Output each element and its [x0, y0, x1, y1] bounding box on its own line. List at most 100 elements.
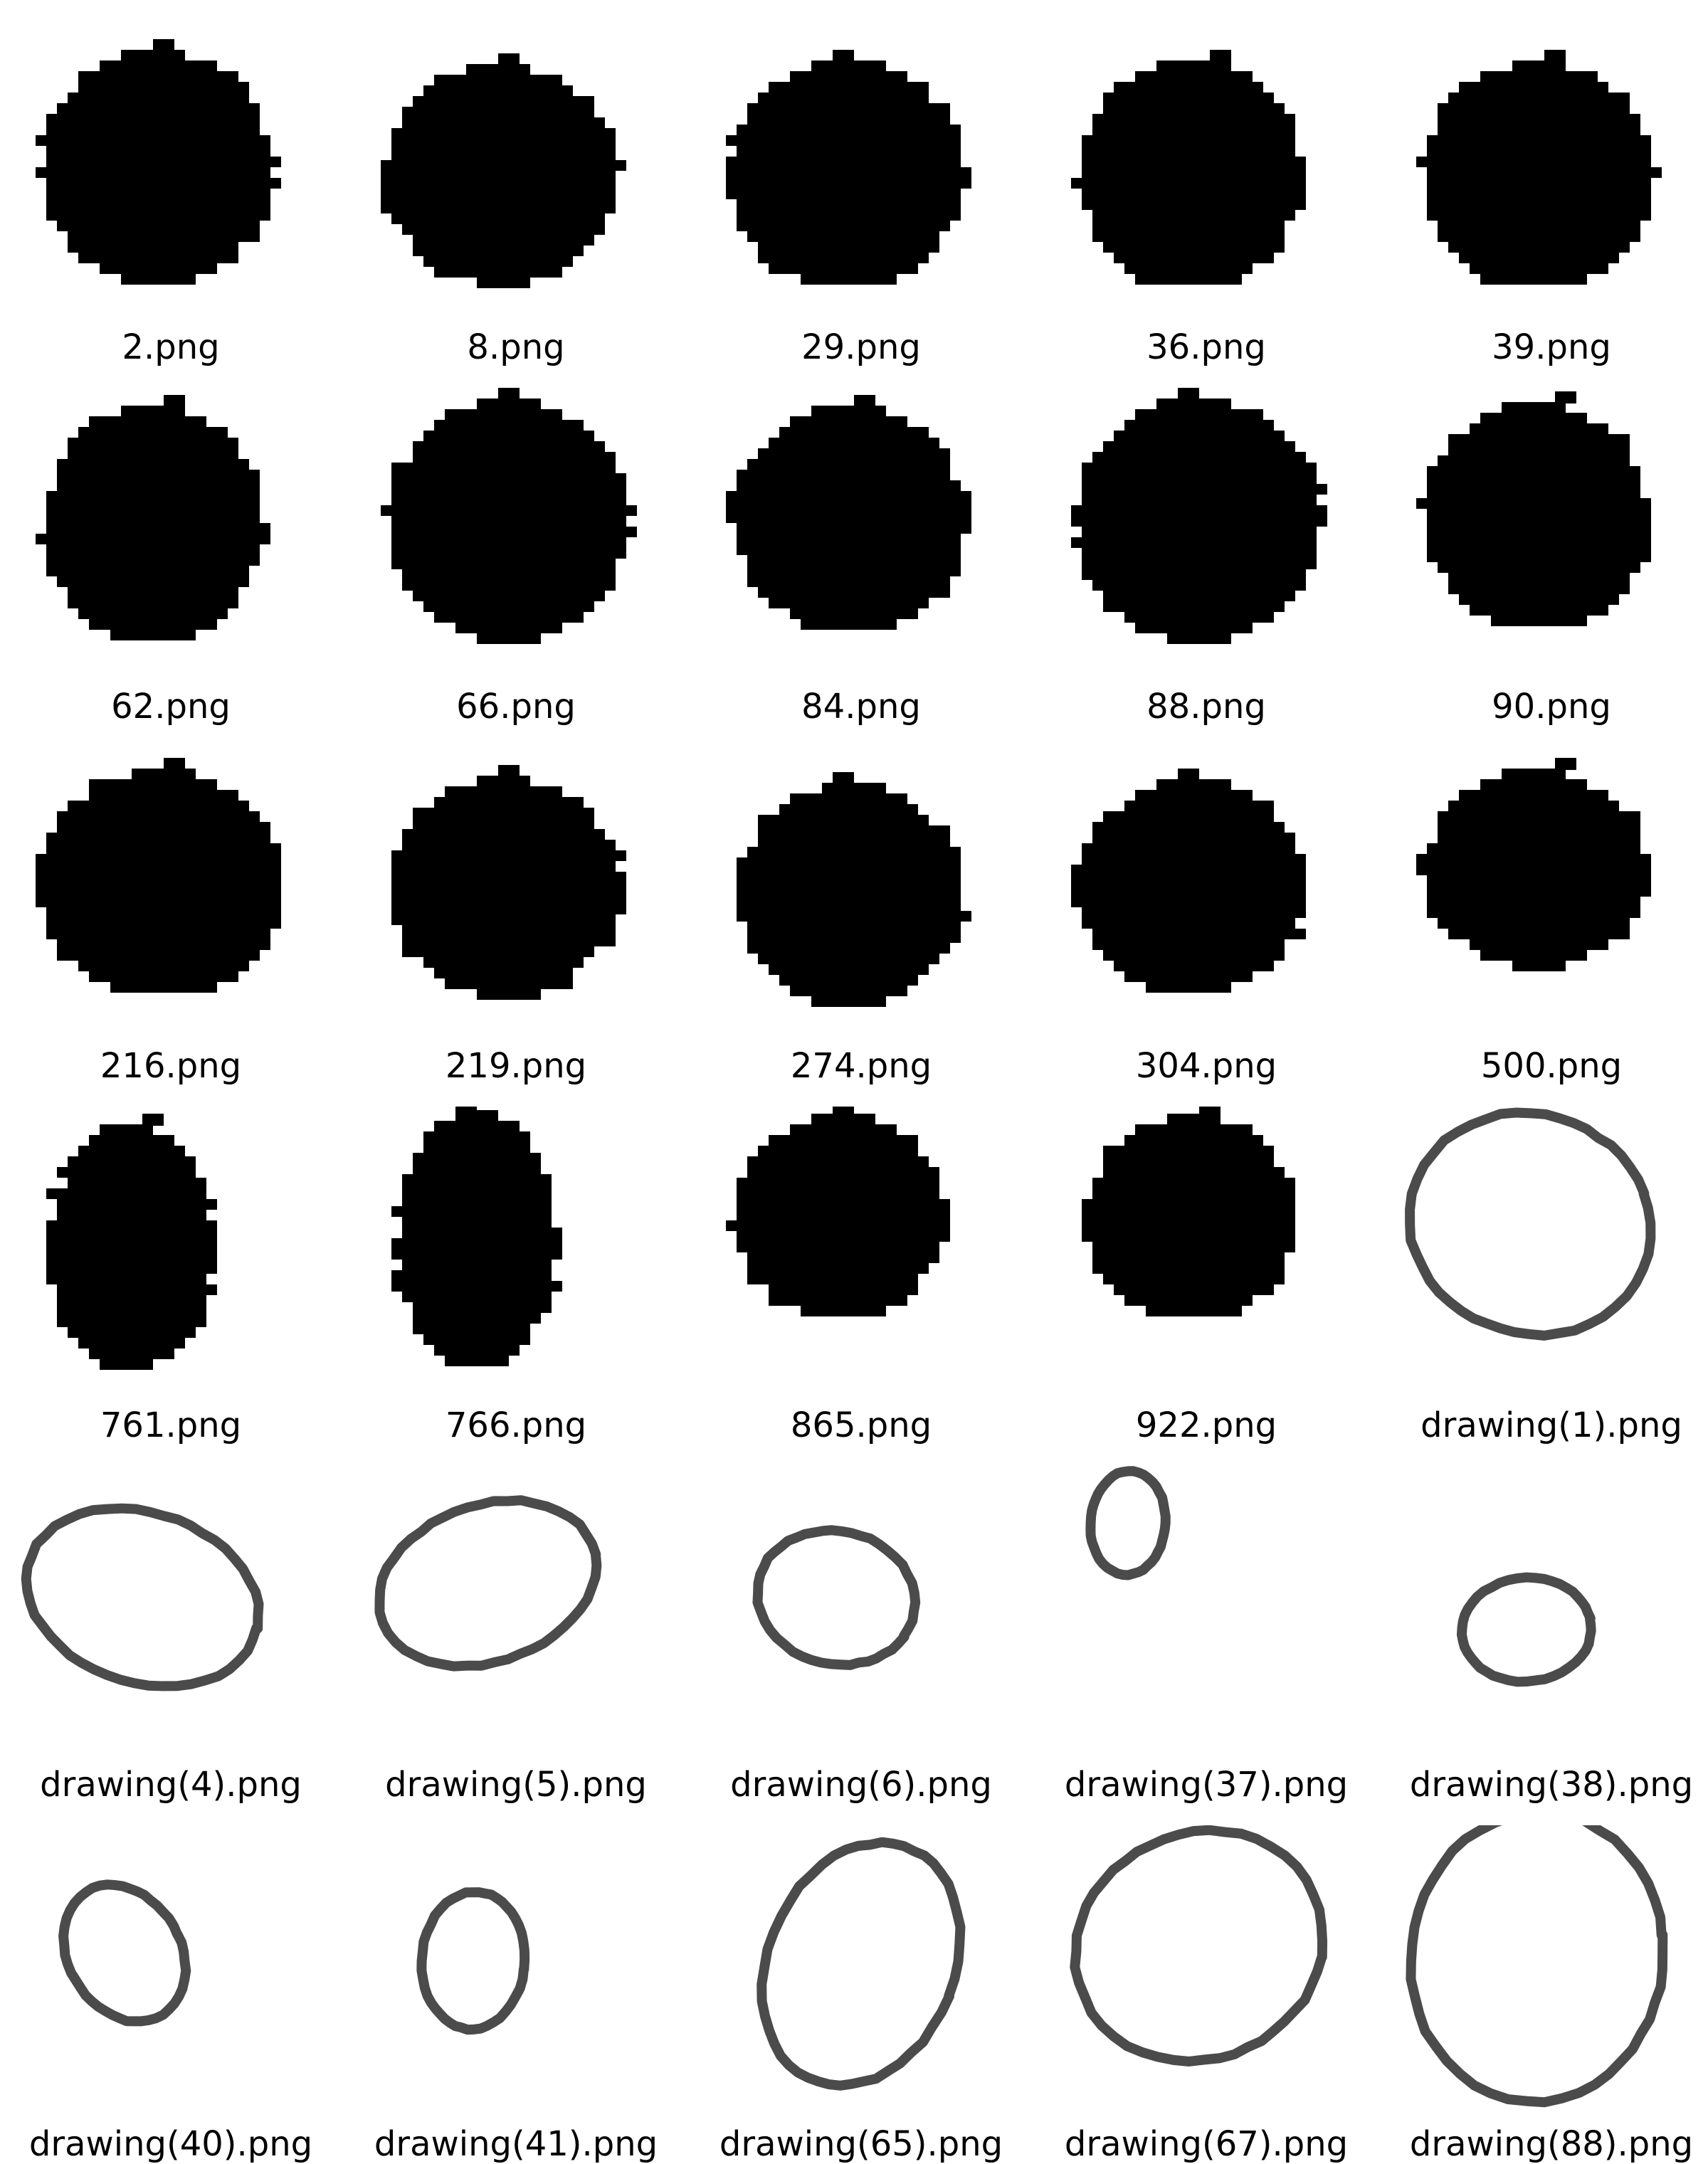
file-name-label: drawing(65).png	[719, 2124, 1003, 2164]
drawn-outline	[21, 1503, 264, 1691]
thumbnail-image[interactable]	[359, 1466, 673, 1751]
thumbnail-image[interactable]	[359, 388, 673, 672]
circle-drawing-image	[416, 1887, 530, 2035]
thumbnail-image[interactable]	[1395, 28, 1708, 313]
thumbnail-item[interactable]: 766.png	[359, 1107, 673, 1445]
thumbnail-item[interactable]: drawing(4).png	[14, 1466, 327, 1805]
thumbnail-image[interactable]	[14, 388, 327, 672]
thumbnail-item[interactable]: 865.png	[705, 1107, 1018, 1445]
thumbnail-item[interactable]: 90.png	[1395, 388, 1708, 727]
thumbnail-item[interactable]: 66.png	[359, 388, 673, 727]
blob-shape-image	[381, 53, 626, 288]
file-name-label: drawing(40).png	[28, 2124, 313, 2164]
thumbnail-item[interactable]: 304.png	[1050, 747, 1363, 1086]
thumbnail-image[interactable]	[359, 747, 673, 1032]
file-name-label: 500.png	[1480, 1046, 1623, 1086]
circle-drawing-image	[752, 1525, 921, 1670]
drawn-outline	[374, 1495, 602, 1672]
thumbnail-image[interactable]	[1395, 747, 1708, 1032]
thumbnail-image[interactable]	[14, 28, 327, 313]
thumbnail-item[interactable]: 36.png	[1050, 28, 1363, 367]
thumbnail-image[interactable]	[1395, 1107, 1708, 1391]
file-name-label: 39.png	[1492, 327, 1611, 367]
thumbnail-item[interactable]: 29.png	[705, 28, 1018, 367]
thumbnail-item[interactable]: 88.png	[1050, 388, 1363, 727]
file-name-label: 36.png	[1146, 327, 1266, 367]
thumbnail-image[interactable]	[14, 1466, 327, 1751]
thumbnail-image[interactable]	[1050, 1107, 1363, 1391]
thumbnail-image[interactable]	[705, 28, 1018, 313]
thumbnail-item[interactable]: drawing(65).png	[705, 1825, 1018, 2164]
blob-shape	[381, 53, 626, 288]
thumbnail-item[interactable]: drawing(6).png	[705, 1466, 1018, 1805]
thumbnail-image[interactable]	[705, 747, 1018, 1032]
blob-shape	[726, 50, 971, 285]
blob-shape-image	[726, 50, 971, 285]
file-name-label: 865.png	[790, 1405, 932, 1445]
thumbnail-item[interactable]: drawing(5).png	[359, 1466, 673, 1805]
thumbnail-item[interactable]: drawing(40).png	[14, 1825, 327, 2164]
thumbnail-item[interactable]: 62.png	[14, 388, 327, 727]
file-name-label: 766.png	[445, 1405, 587, 1445]
blob-shape-image	[46, 1114, 217, 1370]
thumbnail-image[interactable]	[14, 1107, 327, 1391]
thumbnail-image[interactable]	[359, 28, 673, 313]
blob-shape	[1082, 1107, 1295, 1316]
drawn-outline	[1085, 1466, 1171, 1580]
blob-shape-image	[36, 395, 270, 640]
blob-shape-image	[1082, 1107, 1295, 1316]
blob-shape-image	[737, 772, 971, 1007]
thumbnail-item[interactable]: drawing(1).png	[1395, 1107, 1708, 1445]
thumbnail-item[interactable]: drawing(41).png	[359, 1825, 673, 2164]
thumbnail-image[interactable]	[705, 1825, 1018, 2110]
file-name-label: 84.png	[801, 687, 921, 727]
file-name-label: drawing(41).png	[374, 2124, 658, 2164]
blob-shape	[36, 395, 270, 640]
thumbnail-image[interactable]	[14, 747, 327, 1032]
thumbnail-item[interactable]: 219.png	[359, 747, 673, 1086]
blob-shape-image	[726, 1107, 950, 1316]
blob-shape-image	[391, 765, 626, 1000]
thumbnail-image[interactable]	[1050, 388, 1363, 672]
thumbnail-item[interactable]: 2.png	[14, 28, 327, 367]
blob-shape-image	[1071, 769, 1306, 993]
thumbnail-image[interactable]	[705, 1107, 1018, 1391]
thumbnail-image[interactable]	[1050, 1825, 1363, 2110]
thumbnail-item[interactable]: drawing(67).png	[1050, 1825, 1363, 2164]
drawn-outline	[1405, 1107, 1656, 1341]
file-name-label: 90.png	[1492, 687, 1611, 727]
thumbnail-image[interactable]	[1395, 1825, 1708, 2110]
circle-drawing-image	[1406, 1825, 1668, 2108]
thumbnail-image[interactable]	[1050, 1466, 1363, 1751]
thumbnail-item[interactable]: drawing(37).png	[1050, 1466, 1363, 1805]
thumbnail-item[interactable]: drawing(38).png	[1395, 1466, 1708, 1805]
thumbnail-item[interactable]: 922.png	[1050, 1107, 1363, 1445]
thumbnail-image[interactable]	[1050, 28, 1363, 313]
thumbnail-item[interactable]: drawing(88).png	[1395, 1825, 1708, 2164]
thumbnail-image[interactable]	[1050, 747, 1363, 1032]
thumbnail-item[interactable]: 8.png	[359, 28, 673, 367]
blob-shape	[1071, 769, 1306, 993]
blob-shape	[726, 1107, 950, 1316]
thumbnail-image[interactable]	[359, 1825, 673, 2110]
thumbnail-item[interactable]: 274.png	[705, 747, 1018, 1086]
thumbnail-item[interactable]: 39.png	[1395, 28, 1708, 367]
circle-drawing-image	[1070, 1825, 1328, 2067]
thumbnail-image[interactable]	[359, 1107, 673, 1391]
file-name-label: drawing(4).png	[40, 1765, 302, 1805]
thumbnail-image[interactable]	[14, 1825, 327, 2110]
thumbnail-item[interactable]: 500.png	[1395, 747, 1708, 1086]
thumbnail-image[interactable]	[1395, 388, 1708, 672]
thumbnail-item[interactable]: 84.png	[705, 388, 1018, 727]
thumbnail-image[interactable]	[1395, 1466, 1708, 1751]
thumbnail-image[interactable]	[705, 1466, 1018, 1751]
thumbnail-item[interactable]: 216.png	[14, 747, 327, 1086]
file-name-label: drawing(88).png	[1409, 2124, 1694, 2164]
thumbnail-item[interactable]: 761.png	[14, 1107, 327, 1445]
drawn-outline	[58, 1879, 191, 2027]
file-name-label: drawing(67).png	[1064, 2124, 1349, 2164]
file-name-label: 216.png	[100, 1046, 242, 1086]
blob-shape-image	[1416, 758, 1651, 971]
thumbnail-image[interactable]	[705, 388, 1018, 672]
blob-shape-image	[726, 395, 971, 630]
